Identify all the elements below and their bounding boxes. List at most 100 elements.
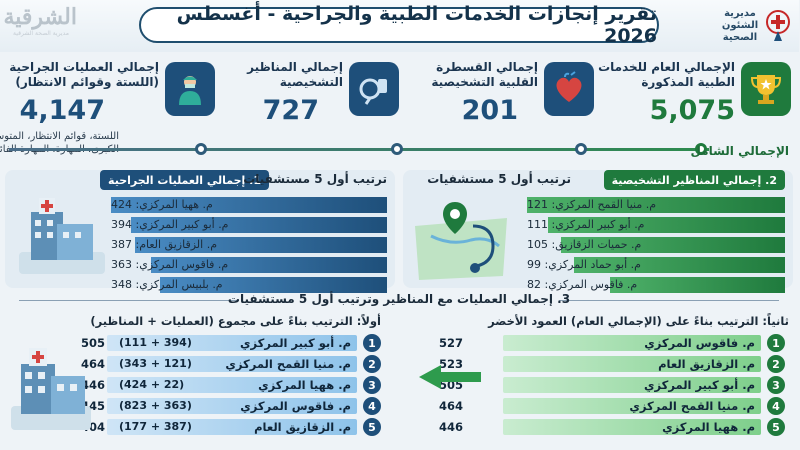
bar-row: م. ههيا المركزي: 424 [112,196,388,214]
rank-number: 2 [364,355,382,373]
watermark-subtext: مديرية الصحة الشرقية [14,30,70,37]
bar-label: م. فاقوس المركزي: 82 [528,278,639,291]
section-endoscopy-bars: م. منيا القمح المركزي: 121 م. أبو كبير ال… [528,196,786,296]
stat-surgery: إجمالي العمليات الجراحية (اللستة وقوائم ا… [0,58,216,155]
bar [562,237,786,253]
stat-surgery-label-1: إجمالي العمليات الجراحية [10,60,160,74]
divider-line [20,300,240,301]
rank-hospital-name: م. فاقوس المركزي [645,336,756,350]
stat-total-label: الإجمالي العام للخدمات الطبية المذكورة [599,60,736,90]
hospital-icon [12,348,92,430]
stat-endo-label-2: التشخيصية [280,75,344,89]
rank-number: 1 [768,334,786,352]
rank-bar [504,377,762,393]
timeline-dot [196,143,208,155]
bar-row: م. فاقوس المركزي: 82 [528,276,786,294]
stat-surgery-label: إجمالي العمليات الجراحية (اللستة وقوائم ا… [10,60,160,90]
bar-label: م. الزقازيق العام: 387 [112,238,219,251]
section-endoscopy-title: ترتيب أول 5 مستشفيات [428,172,572,186]
rank-row: 3 م. أبو كبير المركزي 505 [440,376,786,394]
bar [136,237,388,253]
timeline-label: الإجمالي الشامل [691,144,790,158]
bar-label: م. فاقوس المركزي: 363 [112,258,230,271]
rank-number: 4 [364,397,382,415]
stat-surgery-value: 4,147 [20,95,106,126]
rank-hospital-name: م. الزقازيق العام [659,357,756,371]
stat-cath: إجمالي القسطرة القلبية التشخيصية 201 [415,58,595,138]
org-line-3: الصحية [723,32,759,43]
stat-cath-value: 201 [462,95,519,126]
stat-endo-label: إجمالي المناظير التشخيصية [248,60,344,90]
page-title: تقرير إنجازات الخدمات الطبية والجراحية -… [177,3,658,47]
bar [528,197,786,213]
stat-total-value: 5,075 [650,95,736,126]
bar [161,277,388,293]
bar-row: م. فاقوس المركزي: 363 [112,256,388,274]
endoscope-icon [350,62,400,116]
rank-row: 1 م. أبو كبير المركزي (111 + 394) 505 [82,334,382,352]
emblem-icon [766,9,792,43]
rank-bar [504,356,762,372]
bar-row: م. منيا القمح المركزي: 121 [528,196,786,214]
bar-label: م. بلبيس المركزي: 348 [112,278,224,291]
rank-value: 464 [82,357,107,371]
rank-value: 523 [440,357,465,371]
rank-hospital-name: م. أبو كبير المركزي [240,336,352,350]
rank-hospital-name: م. ههيا المركزي [663,420,756,434]
watermark-logo: الشرقية مديرية الصحة الشرقية [4,4,78,44]
bar-row: م. حميات الزقازيق: 105 [528,236,786,254]
section-endoscopy-badge: 2. إجمالي المناظير التشخيصية [604,170,786,190]
rank-hospital-name: م. فاقوس المركزي [241,399,352,413]
rank-hospital-name: م. منيا القمح المركزي [226,357,352,371]
bar-row: م. أبو كبير المركزي: 394 [112,216,388,234]
rank-hospital-name: م. أبو كبير المركزي [644,378,756,392]
rank-row: 5 م. الزقازيق العام (177 + 387) 404 [82,418,382,436]
bar-label: م. ههيا المركزي: 424 [112,198,214,211]
rank-value: 505 [82,336,107,350]
stat-total-label-1: الإجمالي العام للخدمات [599,60,736,74]
section-surgery-panel: 1. إجمالي العمليات الجراحية ترتيب أول 5 … [6,170,396,293]
page-title-box: تقرير إنجازات الخدمات الطبية والجراحية -… [140,3,660,47]
org-name: مديرية الشئون الصحية [720,8,762,44]
bar [575,257,786,273]
hospital-icon [20,198,106,274]
bar-label: م. أبو حماد المركزي: 99 [528,258,642,271]
section-combined-title: 3. إجمالي العمليات مع المناظير وترتيب أو… [228,292,572,306]
bar [152,257,388,273]
stat-cath-label-1: إجمالي القسطرة [437,60,539,74]
rank-row: 1 م. فاقوس المركزي 527 [440,334,786,352]
stat-endo-label-1: إجمالي المناظير [248,60,344,74]
map-stethoscope-icon [416,202,508,280]
section-surgery-badge: 1. إجمالي العمليات الجراحية [101,170,270,190]
stat-surgery-label-2: (اللستة وقوائم الانتظار) [16,75,160,89]
rank-expression: (823 + 363) [120,399,193,412]
rank-value: 446 [440,420,465,434]
bar-label: م. حميات الزقازيق: 105 [528,238,643,251]
bar-label: م. منيا القمح المركزي: 121 [528,198,658,211]
bar [549,217,786,233]
rank-number: 3 [768,376,786,394]
rank-row: 3 م. ههيا المركزي (424 + 22) 446 [82,376,382,394]
rank-hospital-name: م. الزقازيق العام [255,420,352,434]
rank-row: 4 م. منيا القمح المركزي 464 [440,397,786,415]
bar-row: م. بلبيس المركزي: 348 [112,276,388,294]
org-line-1: مديرية [725,8,757,19]
stat-endo: إجمالي المناظير التشخيصية 727 [230,58,400,138]
rank-expression: (424 + 22) [120,378,186,391]
rank-row: 2 م. منيا القمح المركزي (343 + 121) 464 [82,355,382,373]
divider-line [560,300,780,301]
trophy-icon [742,62,792,116]
rank-row: 4 م. فاقوس المركزي (823 + 363) 445 [82,397,382,415]
stat-total-label-2: الطبية المذكورة [642,75,736,89]
bar-label: م. أبو كبير المركزي: 111 [528,218,646,231]
rank-bar [108,398,358,414]
rank-value: 464 [440,399,465,413]
summary-section: الإجمالي العام للخدمات الطبية المذكورة 5,… [0,56,800,168]
surgeon-icon [166,62,216,116]
rank-value: 527 [440,336,465,350]
stat-total: الإجمالي العام للخدمات الطبية المذكورة 5,… [599,58,792,138]
rank-number: 2 [768,355,786,373]
rank-bar [108,335,358,351]
arrow-left-icon [420,365,482,389]
rank-bar [108,377,358,393]
